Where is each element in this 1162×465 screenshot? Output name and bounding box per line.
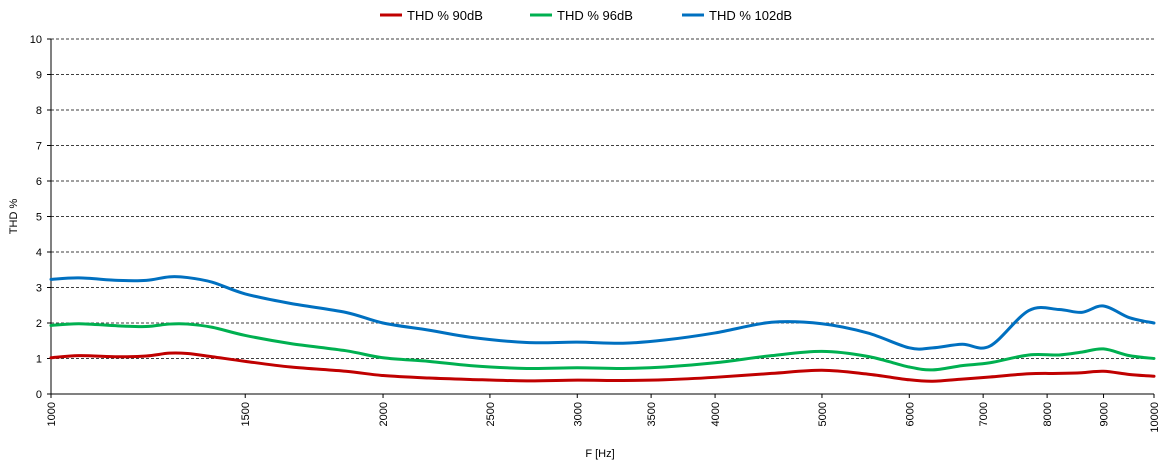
- y-tick-label: 7: [36, 141, 42, 153]
- y-tick-label: 8: [36, 105, 42, 117]
- x-tick-label: 1500: [240, 402, 252, 426]
- x-tick-label: 7000: [978, 402, 990, 426]
- y-tick-label: 9: [36, 70, 42, 82]
- axes: 0 1 2 3 4 5 6 7 8 9 10 1000 1500 2000 2500 3000 3500 4000…: [30, 34, 1161, 433]
- legend-label-2: THD % 102dB: [709, 8, 792, 23]
- x-tick-label: 2000: [378, 402, 390, 426]
- x-axis-title: F [Hz]: [585, 448, 614, 460]
- y-tick-label: 1: [36, 354, 42, 366]
- x-tick-label: 2500: [485, 402, 497, 426]
- x-tick-label: 1000: [46, 402, 58, 426]
- y-tick-label: 10: [30, 34, 42, 46]
- legend-label-1: THD % 96dB: [557, 8, 633, 23]
- x-tick-label: 9000: [1099, 402, 1111, 426]
- x-tick-label: 10000: [1149, 402, 1161, 433]
- series-line-2: [49, 275, 1156, 351]
- legend-label-0: THD % 90dB: [407, 8, 483, 23]
- x-tick-label: 3000: [572, 402, 584, 426]
- series-lines: [49, 275, 1156, 383]
- x-tick-label: 6000: [904, 402, 916, 426]
- series-line-0: [49, 351, 1156, 383]
- legend: THD % 90dB THD % 96dB THD % 102dB: [380, 8, 792, 23]
- y-tick-label: 0: [36, 389, 42, 401]
- x-tick-label: 5000: [817, 402, 829, 426]
- y-tick-label: 2: [36, 318, 42, 330]
- x-tick-label: 8000: [1042, 402, 1054, 426]
- gridlines: [51, 38, 1154, 359]
- y-tick-label: 5: [36, 212, 42, 224]
- y-tick-label: 4: [36, 247, 42, 259]
- y-tick-label: 3: [36, 283, 42, 295]
- series-line-1: [49, 322, 1156, 372]
- y-tick-label: 6: [36, 176, 42, 188]
- x-tick-label: 3500: [646, 402, 658, 426]
- x-tick-label: 4000: [710, 402, 722, 426]
- y-axis-title: THD %: [8, 199, 20, 235]
